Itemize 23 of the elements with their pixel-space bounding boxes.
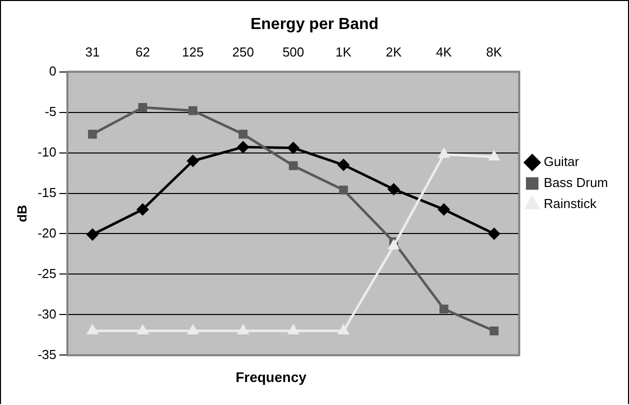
y-tick-label: -5: [44, 104, 56, 119]
x-axis-title: Frequency: [234, 369, 308, 385]
legend-label: Bass Drum: [544, 175, 608, 190]
x-tick-label: 4K: [436, 44, 452, 60]
y-tick-label: -25: [38, 266, 56, 281]
x-tick-label: 250: [232, 44, 254, 60]
y-tick-label: -35: [38, 346, 56, 362]
chart-title: Energy per Band: [250, 16, 379, 34]
x-tick-label: 2K: [386, 44, 402, 60]
y-tick-label: -30: [38, 306, 56, 322]
legend-label: Rainstick: [544, 196, 597, 212]
x-tick-label: 8K: [486, 44, 502, 60]
y-tick-label: 0: [49, 63, 56, 78]
y-tick-label: -10: [38, 144, 56, 160]
x-tick-label: 500: [282, 44, 304, 60]
x-tick-label: 125: [182, 44, 204, 60]
y-tick-label: -15: [38, 184, 56, 200]
x-tick-label: 31: [85, 44, 100, 60]
y-axis-title: dB: [14, 204, 30, 222]
x-tick-label: 1K: [336, 44, 352, 60]
x-tick-label: 62: [135, 44, 150, 60]
y-tick-label: -20: [38, 225, 56, 240]
legend-label: Guitar: [544, 154, 580, 170]
